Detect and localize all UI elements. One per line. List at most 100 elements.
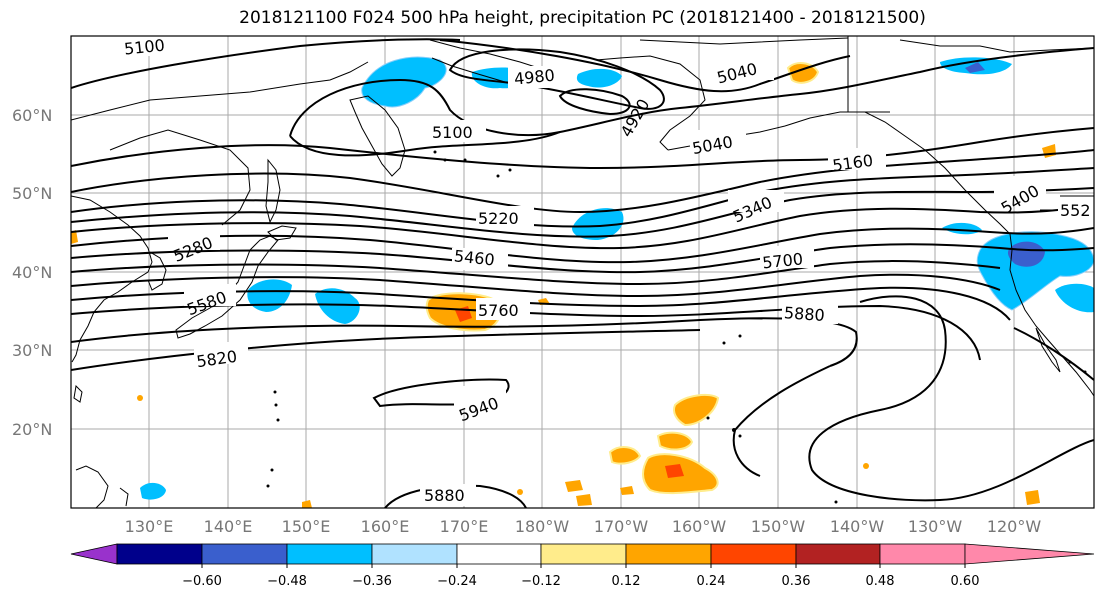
contour-5100-north xyxy=(71,38,461,89)
contour-5580 xyxy=(71,260,1001,286)
colorbar-tick-label: −0.48 xyxy=(267,574,307,589)
precip-pos-patch xyxy=(71,230,78,244)
lon-label: 170°E xyxy=(440,517,489,536)
contour-5340 xyxy=(71,187,1094,238)
lon-label: 130°E xyxy=(125,517,174,536)
colorbar-tick-label: −0.36 xyxy=(352,574,392,589)
colorbar-tick-label: 0.36 xyxy=(782,574,811,589)
lon-label: 140°E xyxy=(204,517,253,536)
precip-pos-patch xyxy=(1025,490,1040,505)
lat-label-40n: 40°N xyxy=(12,263,52,282)
contour-label: 5880 xyxy=(783,303,825,325)
precip-pos-patch xyxy=(656,431,694,451)
precip-neg-patch xyxy=(965,62,985,73)
contour-5760 xyxy=(71,303,981,361)
coastline-canada-border xyxy=(847,36,890,113)
lon-label: 130°W xyxy=(908,517,963,536)
lat-label-50n: 50°N xyxy=(12,184,52,203)
gridlines xyxy=(71,36,1094,508)
contour-5820 xyxy=(71,317,858,367)
colorbar-tick-label: 0.12 xyxy=(612,574,641,589)
colorbar: −0.60 −0.48 −0.36 −0.24 −0.12 0.12 0.24 … xyxy=(70,543,1095,589)
precip-pos-patch xyxy=(565,480,583,492)
contour-5520 xyxy=(71,243,1094,274)
contour-label: 5100 xyxy=(123,36,165,59)
lon-label: 150°E xyxy=(282,517,331,536)
lon-label: 140°W xyxy=(830,517,885,536)
colorbar-segment xyxy=(456,543,542,565)
coastline-us-west xyxy=(1009,233,1094,397)
contour-label: 5460 xyxy=(453,246,495,269)
precip-pos-patch xyxy=(620,486,634,495)
precip-pos-dot xyxy=(137,395,143,401)
contour-label: 5880 xyxy=(424,486,465,505)
colorbar-segment xyxy=(625,543,712,565)
colorbar-tick-label: 0.48 xyxy=(866,574,895,589)
contour-5280 xyxy=(71,167,1094,228)
colorbar-segment xyxy=(201,543,288,565)
lat-label-30n: 30°N xyxy=(12,341,52,360)
colorbar-tick-label: −0.24 xyxy=(437,574,477,589)
contour-label: 4980 xyxy=(513,66,555,89)
lon-axis: 130°E 140°E 150°E 160°E 170°E 180°W 170°… xyxy=(125,517,1042,536)
coastline-kamchatka xyxy=(349,95,406,177)
precip-pos-patch xyxy=(576,494,592,506)
colorbar-segment xyxy=(795,543,881,565)
precip-neg-patch xyxy=(140,482,166,500)
colorbar-tick-label: 0.24 xyxy=(697,574,726,589)
contour-5100-ring xyxy=(289,47,1094,137)
coastline-taiwan xyxy=(73,384,83,403)
coastline-siberia-north xyxy=(71,61,369,121)
precip-neg-patch xyxy=(576,68,622,88)
precip-pos-patch xyxy=(665,464,684,478)
lon-label: 170°W xyxy=(594,517,649,536)
lat-label-60n: 60°N xyxy=(12,106,52,125)
contour-5880-far-east xyxy=(1013,327,1094,381)
precip-pos-dot xyxy=(863,463,869,469)
colorbar-segment xyxy=(879,543,966,565)
precip-neg-patch xyxy=(572,208,624,240)
coastlines xyxy=(71,36,1094,508)
precip-pos-patch xyxy=(673,393,720,427)
contour-label: 552 xyxy=(1060,201,1091,220)
lon-label: 120°W xyxy=(987,517,1042,536)
colorbar-segment xyxy=(710,543,797,565)
lat-label-20n: 20°N xyxy=(12,420,52,439)
contour-5880-east xyxy=(732,365,831,477)
height-contours xyxy=(71,38,1094,508)
colorbar-tick-label: 0.60 xyxy=(951,574,980,589)
contour-label: 5700 xyxy=(761,249,803,272)
contour-5400 xyxy=(71,203,1094,250)
precip-neg-patch xyxy=(315,288,360,324)
contour-5880-right xyxy=(808,295,1094,502)
colorbar-segment xyxy=(540,543,627,565)
precip-neg-patch xyxy=(1007,241,1045,267)
coastline-alaska-north xyxy=(639,37,849,45)
precip-neg-patch xyxy=(361,56,447,108)
contour-label: 5100 xyxy=(432,123,473,142)
contour-5640 xyxy=(71,273,1001,298)
colorbar-tick-label: −0.60 xyxy=(182,574,222,589)
map-frame xyxy=(70,35,1095,509)
colorbar-extend-max xyxy=(964,543,1095,565)
contour-5100-south xyxy=(289,131,561,157)
colorbar-segment xyxy=(116,543,203,565)
lon-label: 180°W xyxy=(515,517,570,536)
colorbar-segment xyxy=(286,543,373,565)
map-title: 2018121100 F024 500 hPa height, precipit… xyxy=(239,8,926,28)
precip-negative-areas xyxy=(140,56,1094,500)
lon-label: 150°W xyxy=(751,517,806,536)
precip-pos-dot xyxy=(517,489,523,495)
precip-neg-patch xyxy=(1055,283,1094,313)
lat-axis: 60°N 50°N 40°N 30°N 20°N xyxy=(12,106,52,439)
contour-label: 5220 xyxy=(478,209,519,228)
contour-5220 xyxy=(71,149,1094,214)
coastline-hokkaido xyxy=(267,225,297,241)
lon-label: 160°E xyxy=(361,517,410,536)
coastline-canada-north xyxy=(899,39,1094,53)
contour-5460 xyxy=(71,227,1094,264)
contour-5880-upper xyxy=(71,329,701,371)
coastline-korea xyxy=(147,251,167,291)
contour-label: 5760 xyxy=(478,301,519,320)
